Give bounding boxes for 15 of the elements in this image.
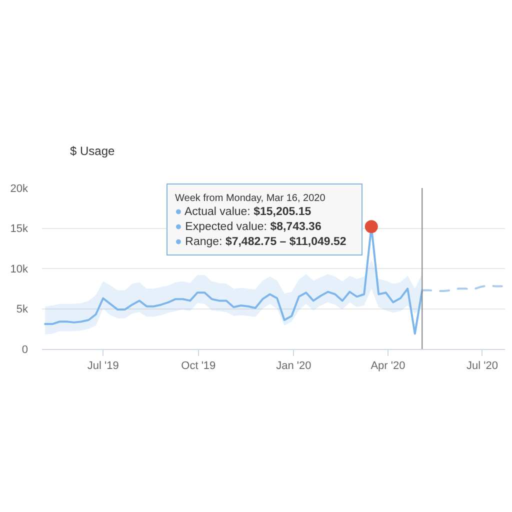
annotation: Week from Monday, Mar 16, 2020 [175, 193, 326, 204]
x-tick-label: Jul '20 [466, 360, 498, 372]
x-tick-label: Jul '19 [87, 360, 119, 372]
chart-title: $ Usage [70, 144, 116, 158]
annotation: ● Actual value: $15,205.15 [175, 206, 312, 218]
x-tick-label: Apr '20 [370, 360, 406, 372]
annotation: ● Expected value: $8,743.36 [175, 221, 322, 233]
y-tick-label: 20k [10, 182, 28, 195]
x-tick-label: Oct '19 [181, 360, 216, 372]
annotation: ● Range: $7,482.75 – $11,049.52 [175, 236, 346, 248]
y-tick-label: 10k [10, 263, 28, 276]
x-tick-label: Jan '20 [276, 360, 312, 372]
y-tick-label: 5k [16, 304, 28, 316]
y-tick-label: 15k [10, 223, 28, 236]
y-tick-label: 0 [22, 344, 28, 356]
